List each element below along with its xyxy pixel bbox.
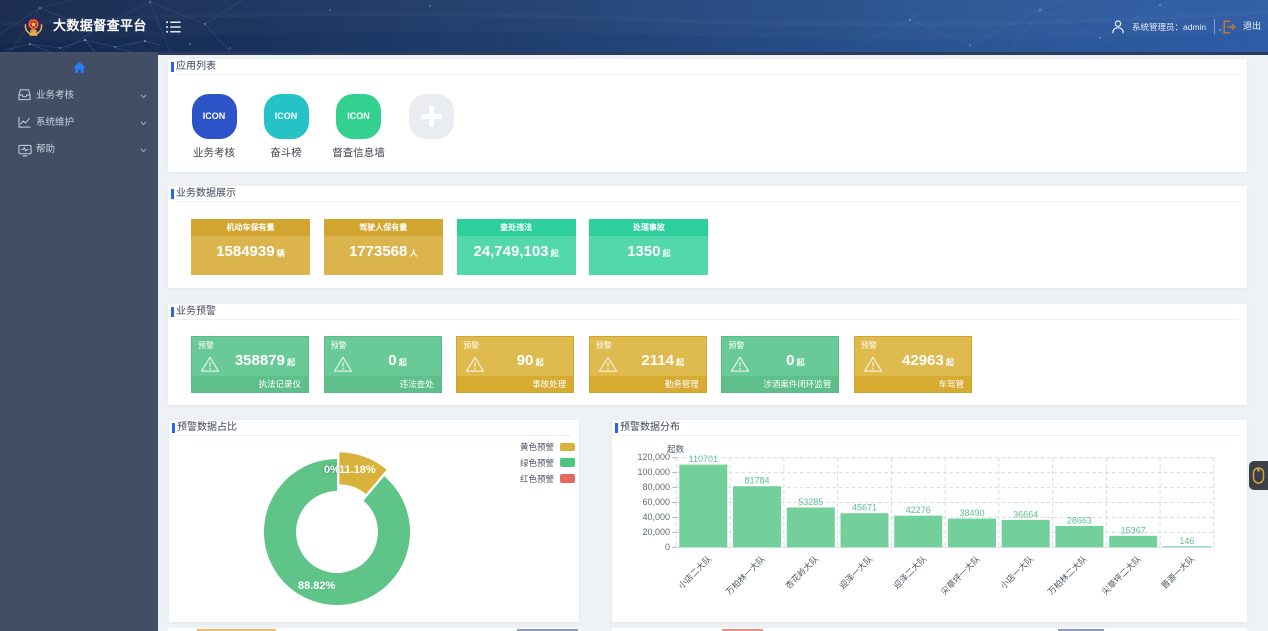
svg-text:28663: 28663 xyxy=(1067,515,1092,525)
svg-text:42276: 42276 xyxy=(906,505,931,515)
svg-text:53285: 53285 xyxy=(798,497,823,507)
svg-text:146: 146 xyxy=(1179,536,1194,546)
svg-text:110701: 110701 xyxy=(689,454,718,464)
svg-text:36664: 36664 xyxy=(1013,509,1038,519)
svg-text:38490: 38490 xyxy=(959,508,984,518)
svg-text:45671: 45671 xyxy=(852,503,877,513)
svg-text:81784: 81784 xyxy=(744,476,769,486)
svg-text:15367: 15367 xyxy=(1121,525,1146,535)
